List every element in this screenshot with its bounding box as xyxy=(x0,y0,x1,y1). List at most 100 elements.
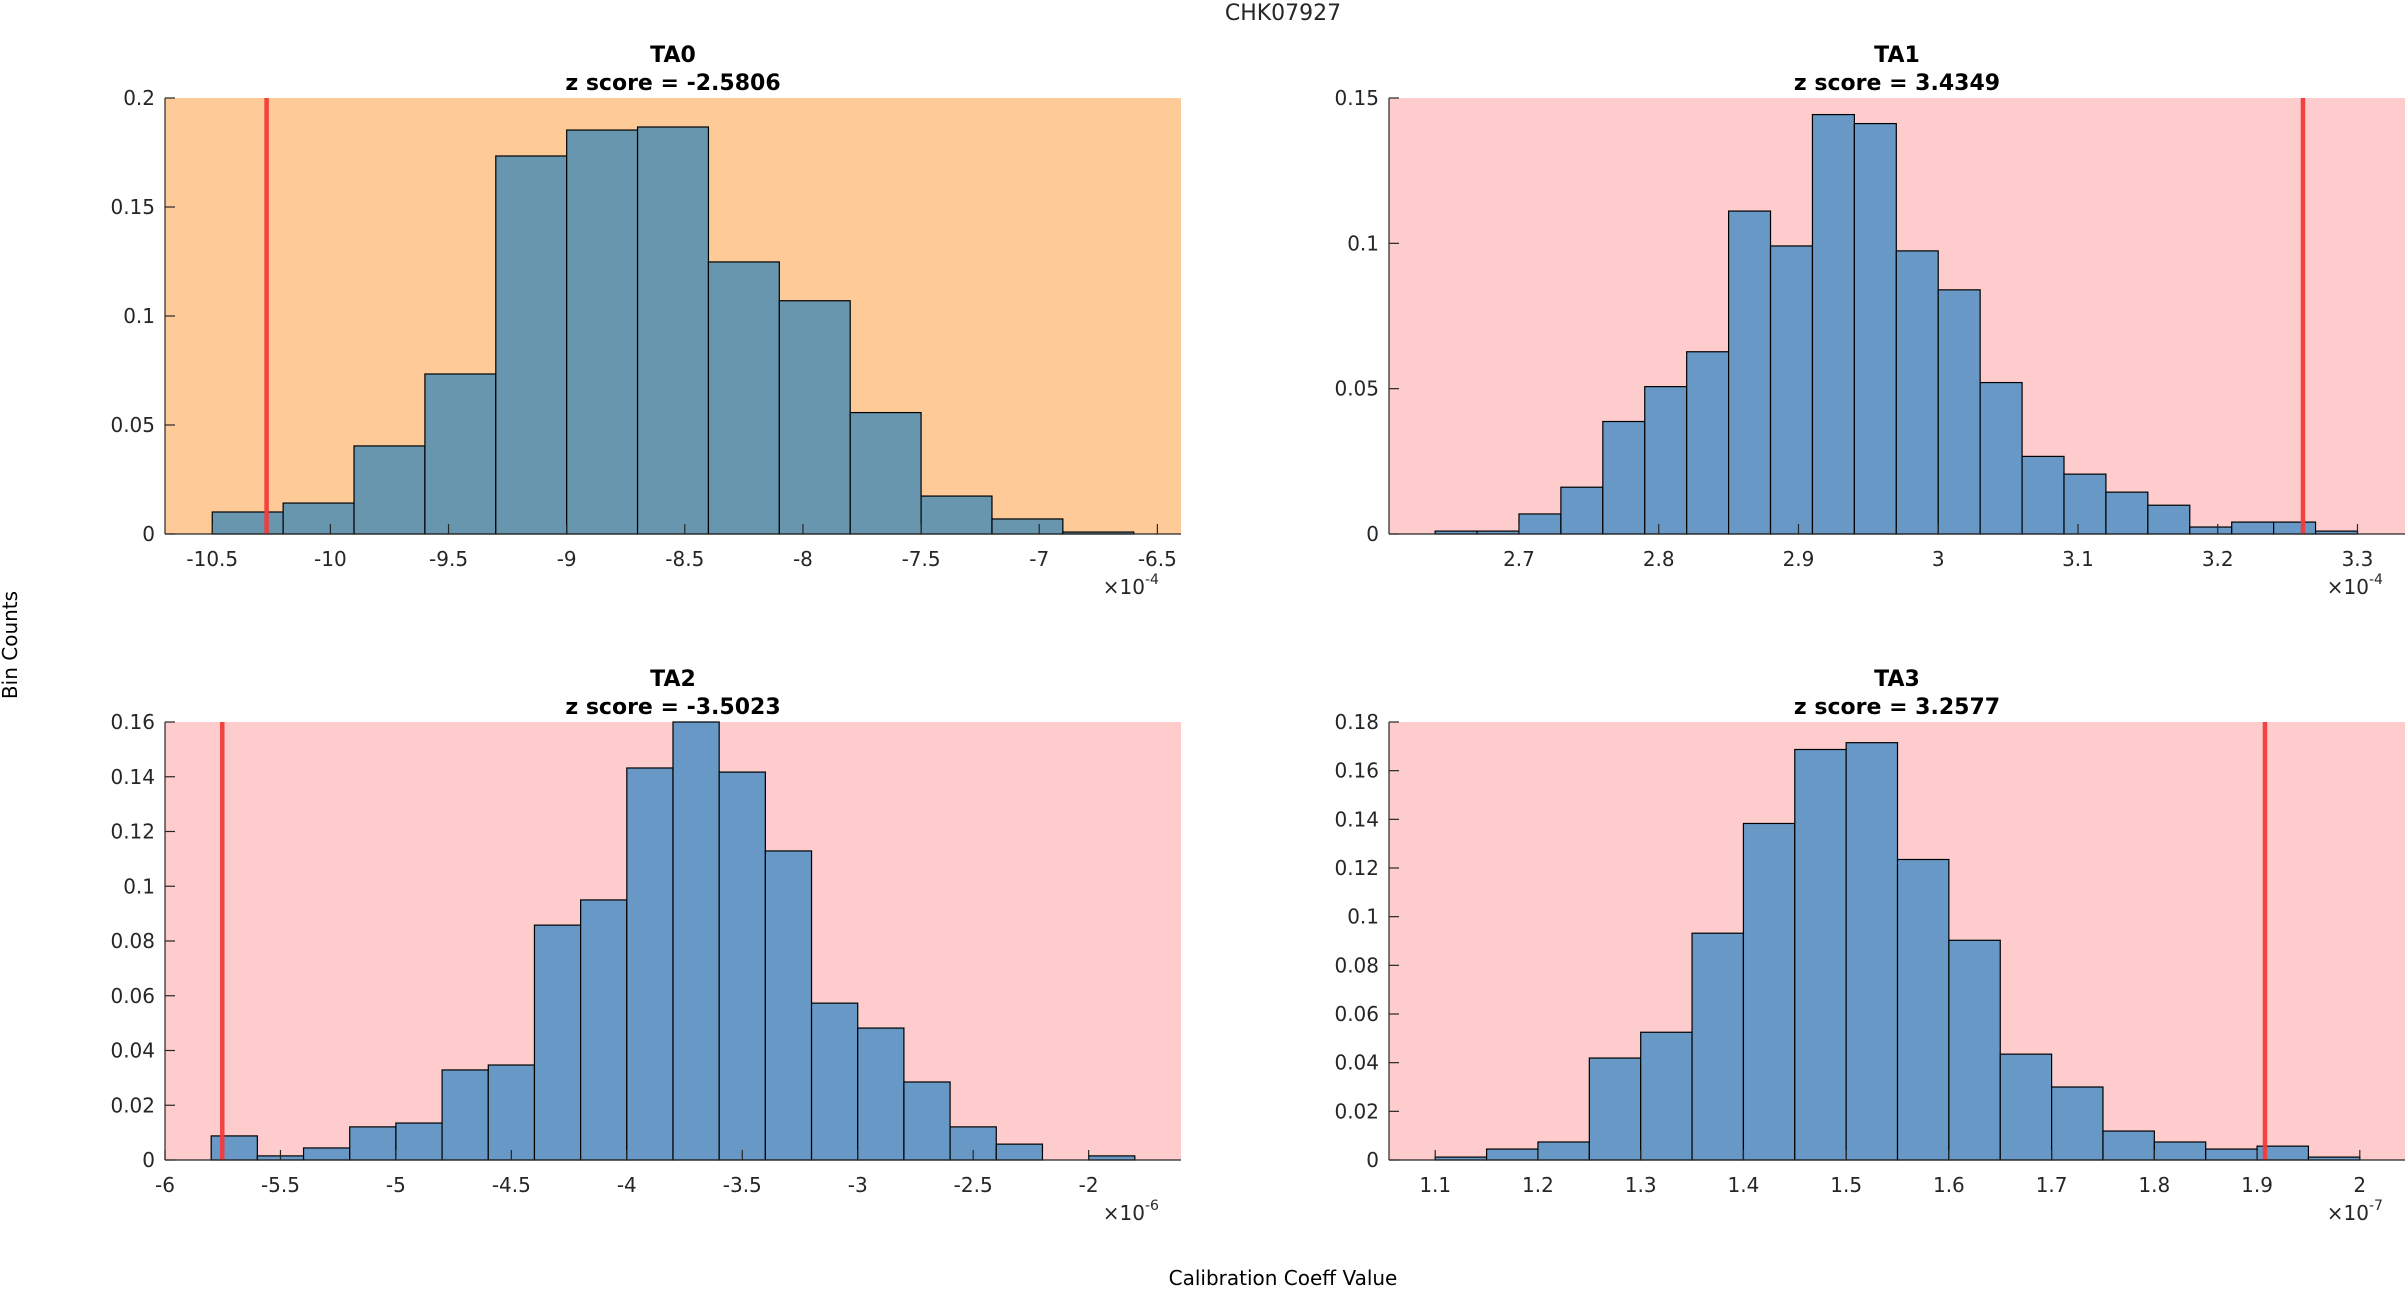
x-exponent-base: ×10 xyxy=(2327,575,2369,599)
y-tick-label: 0.05 xyxy=(110,413,155,437)
x-tick-label: 1.2 xyxy=(1522,1173,1554,1197)
y-tick-label: 0 xyxy=(1366,522,1379,546)
histogram-bar xyxy=(2063,473,2107,535)
x-tick-label: -10 xyxy=(314,547,347,571)
panel-ta3: TA3 z score = 3.2577 0 0.02 0.04 0.06 0.08 0.1 0… xyxy=(1334,667,2405,1225)
panel-subtitle: z score = 3.4349 xyxy=(1794,71,2000,96)
y-tick-label: 0.1 xyxy=(1347,231,1379,255)
panel-title: TA0 xyxy=(650,43,696,68)
x-tick-label: -5 xyxy=(386,1173,406,1197)
x-tick-label: 3.2 xyxy=(2202,547,2234,571)
x-tick-label: 1.9 xyxy=(2241,1173,2273,1197)
y-tick-label: 0.12 xyxy=(110,820,155,844)
histogram-bar xyxy=(349,1126,397,1161)
x-tick-label: -4 xyxy=(617,1173,637,1197)
x-exponent-base: ×10 xyxy=(2327,1201,2369,1225)
histogram-bar xyxy=(903,1081,951,1161)
y-tick-label: 0.1 xyxy=(1347,905,1379,929)
histogram-bar xyxy=(707,261,780,535)
x-tick-label: 2.8 xyxy=(1643,547,1675,571)
histogram-bar xyxy=(2102,1130,2155,1161)
y-tick-label: 0.06 xyxy=(1334,1002,1379,1026)
panel-title: TA3 xyxy=(1874,667,1920,692)
x-tick-label: -8 xyxy=(793,547,813,571)
histogram-bar xyxy=(441,1069,489,1161)
x-tick-label: 1.5 xyxy=(1830,1173,1862,1197)
y-tick-label: 0.1 xyxy=(123,874,155,898)
x-tick-label: -6.5 xyxy=(1138,547,1177,571)
histogram-bar xyxy=(1896,858,1950,1161)
y-tick-label: 0.16 xyxy=(110,710,155,734)
histogram-bar xyxy=(302,1147,351,1161)
y-tick-label: 0.04 xyxy=(110,1039,155,1063)
y-tick-label: 0.02 xyxy=(1334,1099,1379,1123)
y-tick-label: 0 xyxy=(142,1148,155,1172)
y-tick-label: 0.02 xyxy=(110,1093,155,1117)
y-tick-label: 0.18 xyxy=(1334,710,1379,734)
panel-subtitle: z score = 3.2577 xyxy=(1794,695,2000,720)
panel-subtitle: z score = -3.5023 xyxy=(565,695,780,720)
histogram-bar xyxy=(718,771,766,1161)
y-tick-label: 0.1 xyxy=(123,304,155,328)
histogram-bar xyxy=(1769,245,1814,535)
y-tick-label: 0.15 xyxy=(110,195,155,219)
histogram-bar xyxy=(2231,521,2275,535)
histogram-bar xyxy=(920,495,993,535)
histogram-bar xyxy=(495,155,568,535)
histogram-bar xyxy=(1686,351,1730,535)
x-tick-label: -7 xyxy=(1029,547,1049,571)
histogram-bar xyxy=(1518,513,1562,535)
y-tick-label: 0.14 xyxy=(1334,807,1379,831)
x-exponent-base: ×10 xyxy=(1103,1201,1145,1225)
x-axis-label: Calibration Coeff Value xyxy=(1169,1266,1398,1290)
y-tick-label: 0.16 xyxy=(1334,759,1379,783)
y-axis-label: Bin Counts xyxy=(0,591,22,699)
histogram-bar xyxy=(636,126,710,535)
x-exponent-value: -4 xyxy=(2369,572,2383,588)
x-tick-label: -3 xyxy=(848,1173,868,1197)
histogram-bar xyxy=(1588,1057,1642,1161)
histogram-bar xyxy=(857,1027,905,1161)
x-tick-label: 2 xyxy=(2353,1173,2366,1197)
x-exponent-value: -4 xyxy=(1145,572,1159,588)
x-tick-label: 3.1 xyxy=(2062,547,2094,571)
histogram-bar xyxy=(995,1143,1044,1161)
histogram-bar xyxy=(1727,210,1772,535)
x-tick-label: 1.4 xyxy=(1728,1173,1760,1197)
histogram-bar xyxy=(2147,504,2191,535)
x-tick-label: -4.5 xyxy=(492,1173,531,1197)
y-tick-label: 0.06 xyxy=(110,984,155,1008)
histogram-bar xyxy=(424,373,497,535)
histogram-bar xyxy=(1853,122,1897,535)
histogram-bar xyxy=(1999,1053,2053,1161)
histogram-bar xyxy=(1895,250,1939,535)
histogram-bar xyxy=(1845,742,1899,1161)
histogram-bar xyxy=(2273,521,2317,535)
x-tick-label: -5.5 xyxy=(261,1173,300,1197)
histogram-bar xyxy=(1948,939,2001,1161)
x-tick-label: -2.5 xyxy=(954,1173,993,1197)
histogram-bar xyxy=(1640,1031,1693,1161)
x-tick-label: 1.8 xyxy=(2138,1173,2170,1197)
y-tick-label: 0.04 xyxy=(1334,1051,1379,1075)
x-tick-label: 1.6 xyxy=(1933,1173,1965,1197)
histogram-bar xyxy=(1794,748,1847,1161)
histogram-bar xyxy=(2189,526,2233,535)
histogram-bar xyxy=(282,502,355,535)
histogram-bar xyxy=(2105,491,2149,535)
x-tick-label: -9.5 xyxy=(429,547,468,571)
panel-ta2: TA2 z score = -3.5023 0 0.02 0.04 0.06 0.08 0.1… xyxy=(110,667,1181,1225)
x-exponent-base: ×10 xyxy=(1103,575,1145,599)
histogram-bar xyxy=(991,518,1064,535)
x-tick-label: -2 xyxy=(1079,1173,1099,1197)
histogram-bar xyxy=(1937,289,1981,535)
y-tick-label: 0.12 xyxy=(1334,856,1379,880)
x-tick-label: -8.5 xyxy=(665,547,704,571)
histogram-bar xyxy=(764,850,813,1161)
panel-title: TA2 xyxy=(650,667,696,692)
histogram-bar xyxy=(1485,1148,1539,1161)
histogram-bar xyxy=(1537,1141,1590,1161)
histogram-bar xyxy=(533,924,582,1161)
histogram-bar xyxy=(395,1122,443,1161)
